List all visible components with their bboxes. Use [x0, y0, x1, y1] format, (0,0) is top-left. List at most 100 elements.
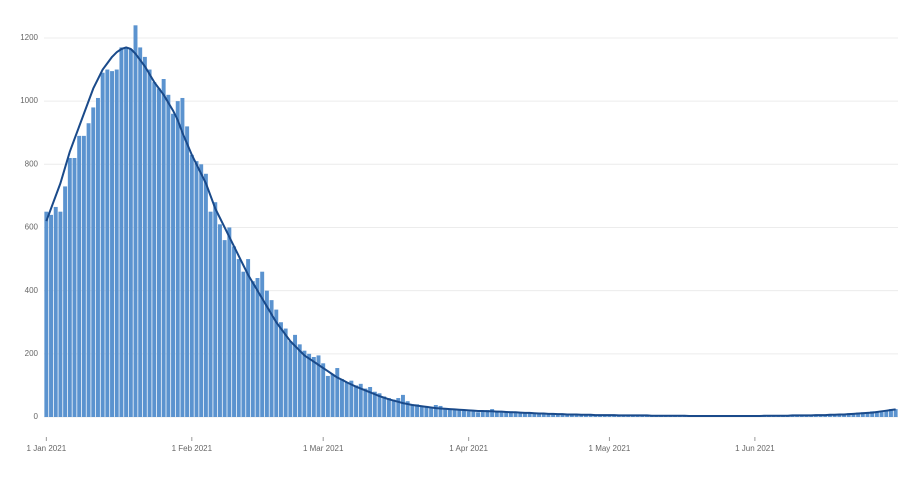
y-tick-label: 1000 — [20, 96, 38, 105]
bar — [194, 161, 199, 417]
bar — [382, 396, 387, 417]
y-tick-label: 200 — [25, 349, 39, 358]
bar — [335, 368, 340, 417]
bar — [574, 414, 579, 417]
bar — [203, 173, 208, 417]
bar — [321, 363, 326, 417]
bar — [480, 411, 485, 417]
bar — [58, 211, 63, 417]
bar — [832, 414, 837, 417]
bar — [508, 411, 513, 417]
bar — [128, 49, 133, 418]
bar — [443, 408, 448, 417]
bar — [119, 47, 124, 418]
bar — [884, 410, 889, 417]
bar — [447, 409, 452, 417]
bar — [77, 135, 82, 417]
bar — [311, 356, 316, 417]
bar — [166, 94, 171, 418]
bar — [138, 47, 143, 418]
bar — [208, 211, 213, 417]
bar — [461, 410, 466, 417]
bar — [63, 186, 68, 417]
bar — [246, 259, 251, 417]
bar — [429, 407, 434, 417]
bar — [264, 290, 269, 417]
bar — [250, 281, 255, 417]
bar — [241, 271, 246, 417]
x-tick-label: 1 Jan 2021 — [27, 444, 67, 453]
bar — [185, 126, 190, 418]
bar — [189, 154, 194, 418]
bar — [396, 398, 401, 417]
bar — [494, 410, 499, 417]
bar — [391, 399, 396, 417]
bar — [142, 56, 147, 418]
bar — [499, 411, 504, 417]
bar — [518, 413, 523, 417]
bar — [363, 388, 368, 417]
bar — [860, 412, 865, 417]
bar — [532, 413, 537, 417]
trend-line — [45, 46, 896, 418]
bar — [255, 278, 260, 417]
bar — [405, 401, 410, 417]
bar — [546, 413, 551, 417]
bar — [513, 412, 518, 417]
bar — [527, 412, 532, 417]
bar — [541, 413, 546, 417]
bar — [415, 404, 420, 417]
bar — [114, 69, 119, 418]
bar — [175, 101, 180, 417]
bar — [555, 414, 560, 417]
bar — [537, 413, 542, 417]
bar — [504, 412, 509, 417]
bar — [466, 411, 471, 417]
bar — [438, 405, 443, 417]
bar — [161, 79, 166, 418]
bar — [156, 88, 161, 417]
bar — [232, 246, 237, 417]
bar — [133, 25, 138, 417]
bar — [105, 69, 110, 418]
x-tick-label: 1 May 2021 — [589, 444, 631, 453]
bar — [297, 344, 302, 417]
bar — [293, 334, 298, 417]
bar — [53, 206, 58, 417]
bar — [522, 412, 527, 417]
bar — [339, 379, 344, 417]
bar — [110, 71, 115, 417]
bar — [307, 353, 312, 417]
bar — [49, 214, 54, 417]
bar — [490, 409, 495, 417]
bar — [870, 411, 875, 417]
bar — [471, 410, 476, 417]
bar — [551, 413, 556, 417]
bar — [147, 69, 152, 418]
bar — [86, 123, 91, 417]
bar — [180, 97, 185, 417]
bar — [354, 385, 359, 417]
bar — [344, 382, 349, 417]
bar — [457, 409, 462, 417]
bar — [152, 82, 157, 417]
bar — [100, 72, 105, 417]
bar — [260, 271, 265, 417]
bar — [400, 394, 405, 417]
bar — [349, 380, 354, 417]
bar — [452, 410, 457, 417]
bar — [199, 164, 204, 417]
bar — [879, 410, 884, 417]
bar — [424, 405, 429, 417]
x-tick-label: 1 Apr 2021 — [449, 444, 488, 453]
bar — [893, 409, 898, 417]
bar — [288, 341, 293, 417]
bar — [874, 411, 879, 417]
bar — [227, 227, 232, 417]
y-tick-label: 600 — [25, 223, 39, 232]
bar — [222, 240, 227, 417]
x-tick-label: 1 Jun 2021 — [735, 444, 775, 453]
bar — [372, 391, 377, 417]
y-tick-label: 0 — [34, 412, 39, 421]
